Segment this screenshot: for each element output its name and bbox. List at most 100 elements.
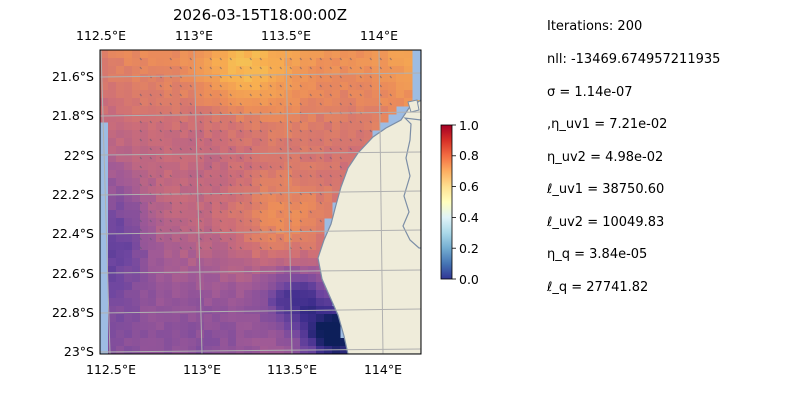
heatmap-cell [140,330,149,339]
heatmap-cell [132,266,141,275]
heatmap-cell [268,218,277,227]
heatmap-cell [172,266,181,275]
vector-arrow [169,201,172,205]
heatmap-cell [252,178,261,187]
heatmap-cell [260,202,269,211]
heatmap-cell [324,122,333,131]
heatmap-cell [204,218,213,227]
heatmap-cell [348,114,357,123]
heatmap-cell [292,234,301,243]
heatmap-cell [140,242,149,251]
vector-arrow [149,219,152,223]
heatmap-cell [180,170,189,179]
heatmap-cell [260,186,269,195]
heatmap-cell [212,338,221,347]
colorbar-tick-label: 0.0 [459,272,479,287]
heatmap-cell [180,122,189,131]
vector-arrow [179,129,182,133]
heatmap-cell [252,346,261,354]
heatmap-cell [148,50,157,59]
heatmap-cell [212,154,221,163]
vector-arrow [299,138,302,142]
vector-arrow [359,84,362,88]
vector-arrow [359,129,362,133]
heatmap-cell [124,154,133,163]
heatmap-cell [404,74,413,83]
heatmap-cell [244,202,253,211]
heatmap-cell [356,74,365,83]
heatmap-cell [188,146,197,155]
land-mass [317,99,421,354]
vector-arrow [329,165,332,169]
heatmap-cell [252,66,261,75]
heatmap-cell [316,226,325,235]
vector-arrow [389,57,392,61]
heatmap-cell [332,194,341,203]
heatmap-cell [284,82,293,91]
vector-arrow [209,174,212,178]
heatmap-cell [284,242,293,251]
heatmap-cell [268,114,277,123]
heatmap-cell [324,202,333,211]
heatmap-cell [260,106,269,115]
heatmap-cell [164,194,173,203]
heatmap-cell [156,306,165,315]
vector-arrow [239,75,242,79]
heatmap-cell [324,58,333,67]
heatmap-cell [148,154,157,163]
heatmap-cell [196,314,205,323]
heatmap-cell [196,194,205,203]
vector-arrow [349,102,352,106]
heatmap-cell [188,338,197,347]
heatmap-cell [132,50,141,59]
heatmap-cell [268,202,277,211]
heatmap-cell [164,306,173,315]
heatmap-cell [228,58,237,67]
vector-arrow [219,201,222,205]
vector-arrow [219,120,222,124]
heatmap-cell [188,138,197,147]
heatmap-cell [140,90,149,99]
heatmap-cell [116,194,125,203]
heatmap-cell [284,298,293,307]
vector-arrow [139,237,142,241]
heatmap-cell [284,330,293,339]
x-tick-bottom: 113°E [183,362,221,377]
heatmap-cell [236,282,245,291]
vector-arrow [229,183,232,187]
vector-arrow [349,93,352,97]
heatmap-cell [220,146,229,155]
heatmap-cell [116,66,125,75]
heatmap-cell [260,98,269,107]
vector-arrow [189,66,192,70]
heatmap-cell [188,130,197,139]
heatmap-cell [116,98,125,107]
heatmap-cell [148,98,157,107]
vector-arrow [279,93,282,97]
heatmap-cell [340,138,349,147]
heatmap-cell [116,322,125,331]
y-tick: 23°S [64,344,94,359]
vector-arrow [309,93,312,97]
vector-arrow [229,93,232,97]
heatmap-cell [228,274,237,283]
vector-arrow [239,165,242,169]
vector-arrow [319,138,322,142]
heatmap-cell [292,170,301,179]
heatmap-cell [108,274,117,283]
heatmap-cell [220,242,229,251]
heatmap-cell [308,218,317,227]
vector-arrow [149,93,152,97]
heatmap-cell [180,322,189,331]
heatmap-cell [308,314,317,323]
heatmap-cell [244,130,253,139]
heatmap-cell [204,314,213,323]
heatmap-cell [124,130,133,139]
heatmap-cell [308,130,317,139]
vector-arrow [219,183,222,187]
heatmap-cell [284,194,293,203]
grid-line [193,50,203,354]
heatmap-cell [252,274,261,283]
heatmap-cell [108,202,117,211]
heatmap-cell [252,90,261,99]
